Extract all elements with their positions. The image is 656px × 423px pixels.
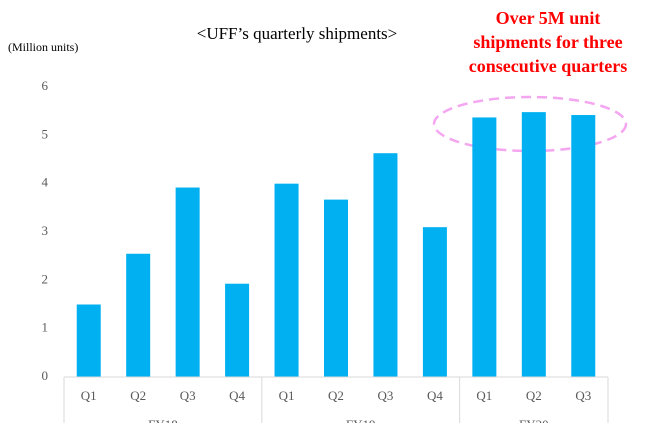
x-tick-label: Q4 — [229, 388, 245, 403]
bar — [324, 199, 348, 377]
annotation: shipments for three — [473, 32, 622, 52]
x-tick-label: Q1 — [279, 388, 295, 403]
bar — [422, 227, 447, 377]
annotation: Over 5M unit — [496, 8, 601, 28]
bar — [126, 253, 151, 377]
bar — [521, 112, 546, 377]
x-tick-label: Q4 — [427, 388, 443, 403]
bar — [76, 304, 101, 377]
bar — [472, 117, 497, 377]
y-tick-label: 5 — [42, 126, 49, 141]
group-label: FY20 — [519, 417, 549, 423]
y-tick-label: 3 — [42, 223, 49, 238]
x-tick-label: Q1 — [81, 388, 97, 403]
chart-title: <UFF’s quarterly shipments> — [197, 24, 398, 43]
x-tick-label: Q3 — [378, 388, 394, 403]
bar — [274, 183, 299, 377]
bar — [571, 115, 596, 378]
group-label: FY18 — [148, 417, 178, 423]
bar — [225, 283, 250, 377]
x-tick-label: Q3 — [575, 388, 591, 403]
y-axis-label: (Million units) — [8, 40, 78, 54]
y-tick-label: 2 — [42, 271, 49, 286]
annotation: consecutive quarters — [469, 56, 627, 76]
y-tick-label: 0 — [42, 368, 49, 383]
x-tick-label: Q2 — [526, 388, 542, 403]
bar — [373, 153, 398, 377]
x-tick-label: Q2 — [328, 388, 344, 403]
x-tick-label: Q3 — [180, 388, 196, 403]
y-tick-label: 6 — [42, 78, 49, 93]
y-tick-label: 4 — [42, 175, 49, 190]
group-label: FY19 — [346, 417, 376, 423]
x-tick-label: Q2 — [130, 388, 146, 403]
x-tick-label: Q1 — [476, 388, 492, 403]
bar — [175, 187, 200, 377]
y-tick-label: 1 — [42, 320, 49, 335]
